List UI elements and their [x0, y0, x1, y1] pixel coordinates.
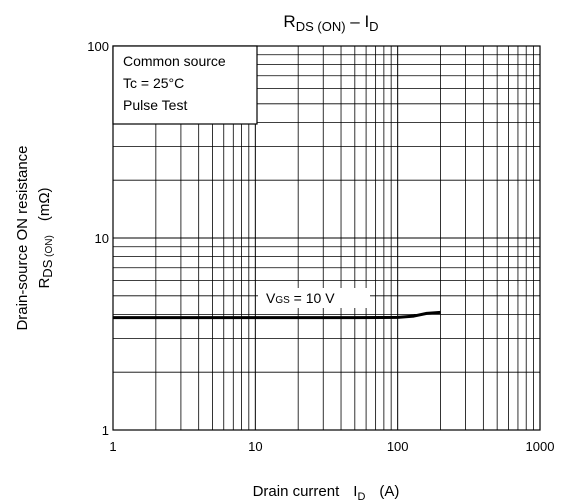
chart-title: RDS (ON) – ID	[283, 12, 378, 34]
conditions-line-1: Common source	[123, 53, 226, 69]
x-tick-label: 1	[109, 439, 116, 454]
y-axis-label-line-1: Drain-source ON resistance	[14, 145, 31, 330]
series-layer	[113, 310, 441, 320]
y-tick-label: 1	[102, 423, 109, 438]
series-annotation: VGS = 10 V	[258, 288, 370, 308]
conditions-line-3: Pulse Test	[123, 97, 187, 113]
tick-labels: 1 10 100 1000 1 10 100	[87, 39, 554, 454]
y-tick-label: 100	[87, 39, 109, 54]
x-axis-label: Drain current ID (A)	[253, 483, 400, 502]
conditions-box-frame	[112, 45, 258, 125]
annotation-background	[258, 288, 370, 308]
plot-frame	[112, 45, 541, 431]
conditions-line-2: Tc = 25°C	[123, 75, 184, 91]
x-tick-label: 10	[248, 439, 262, 454]
y-tick-label: 10	[95, 231, 109, 246]
y-axis-label: Drain-source ON resistance RDS (ON)(mΩ)	[14, 145, 55, 330]
series-line	[113, 310, 441, 320]
x-tick-label: 100	[387, 439, 409, 454]
x-tick-label: 1000	[526, 439, 555, 454]
annotation-label: VGS = 10 V	[266, 290, 335, 306]
conditions-box: Common source Tc = 25°C Pulse Test	[112, 45, 258, 125]
y-axis-label-line-2: RDS (ON)(mΩ)	[36, 187, 55, 288]
